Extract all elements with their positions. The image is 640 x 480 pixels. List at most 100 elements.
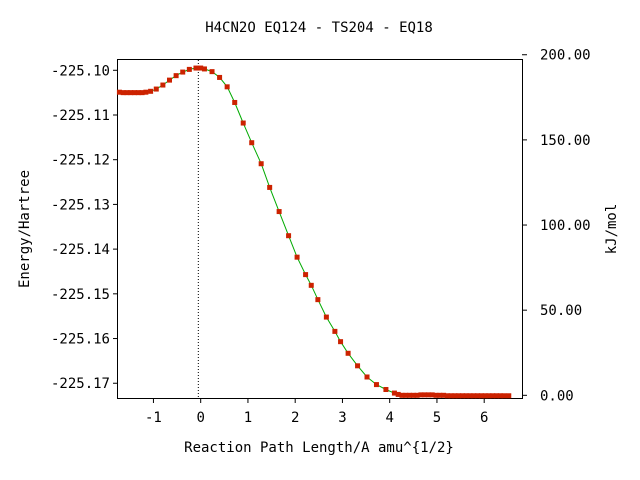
y2-tick-label: 100.00 — [540, 218, 591, 234]
y-tick-label: -225.10 — [51, 63, 110, 79]
data-point — [501, 393, 507, 399]
data-point — [345, 350, 351, 356]
data-point — [315, 297, 321, 303]
x-tick-label: 2 — [291, 410, 299, 426]
data-point — [407, 392, 413, 398]
data-point — [373, 382, 379, 388]
data-point — [391, 390, 397, 396]
data-point — [444, 393, 450, 399]
data-point — [422, 392, 428, 398]
data-point — [267, 184, 273, 190]
x-axis: -1 0 1 2 3 4 5 6 — [145, 398, 488, 426]
data-point — [456, 393, 462, 399]
data-point — [414, 392, 420, 398]
data-point — [153, 86, 159, 92]
x-tick-label: 5 — [433, 410, 441, 426]
y-tick-label: -225.13 — [51, 197, 110, 213]
x-tick-label: 1 — [244, 410, 252, 426]
data-point — [308, 282, 314, 288]
y2-axis-label: kJ/mol — [604, 204, 620, 255]
data-point — [433, 392, 439, 398]
data-point — [173, 73, 179, 79]
data-point — [286, 233, 292, 239]
data-point — [276, 209, 282, 215]
data-point — [448, 393, 454, 399]
data-point — [478, 393, 484, 399]
data-point — [332, 328, 338, 334]
x-axis-label: Reaction Path Length/A amu^{1/2} — [184, 440, 454, 456]
data-point — [224, 84, 230, 90]
data-point — [116, 89, 122, 95]
y-axis-right: 0.00 50.00 100.00 150.00 200.00 — [522, 48, 591, 404]
data-point — [383, 387, 389, 393]
data-point — [441, 392, 447, 398]
data-point — [186, 66, 192, 72]
data-point — [490, 393, 496, 399]
data-point — [493, 393, 499, 399]
data-point — [452, 393, 458, 399]
data-point — [303, 272, 309, 278]
data-point — [198, 65, 204, 71]
data-point — [294, 254, 300, 260]
chart-title: H4CN2O EQ124 - TS204 - EQ18 — [205, 20, 433, 36]
data-point — [120, 90, 126, 96]
data-point — [467, 393, 473, 399]
x-tick-label: -1 — [145, 410, 162, 426]
x-tick-label: 4 — [385, 410, 393, 426]
data-point — [135, 90, 141, 96]
data-point — [463, 393, 469, 399]
y-tick-label: -225.11 — [51, 108, 110, 124]
y2-tick-label: 150.00 — [540, 133, 591, 149]
y2-tick-label: 0.00 — [540, 388, 574, 404]
data-point — [323, 314, 329, 320]
data-point — [410, 392, 416, 398]
y-axis-left: -225.10 -225.11 -225.12 -225.13 -225.14 -225.… — [51, 63, 118, 392]
data-point — [143, 89, 149, 95]
data-point — [459, 393, 465, 399]
x-tick-label: 6 — [480, 410, 488, 426]
y-tick-label: -225.17 — [51, 376, 110, 392]
data-point — [180, 69, 186, 75]
y-axis-label: Energy/Hartree — [17, 170, 33, 288]
data-point — [132, 90, 138, 96]
data-point — [418, 392, 424, 398]
data-point — [395, 391, 401, 397]
y-tick-label: -225.15 — [51, 287, 110, 303]
data-point — [148, 88, 154, 94]
data-point — [475, 393, 481, 399]
data-point — [160, 82, 166, 88]
energy-curve-line — [119, 67, 509, 397]
data-point-markers — [116, 65, 512, 399]
data-point — [486, 393, 492, 399]
y-tick-label: -225.14 — [51, 242, 110, 258]
data-point — [128, 90, 134, 96]
data-point — [232, 99, 238, 105]
data-point — [364, 374, 370, 380]
data-point — [471, 393, 477, 399]
data-point — [193, 65, 199, 71]
x-tick-label: 0 — [196, 410, 204, 426]
data-point — [437, 392, 443, 398]
data-point — [249, 140, 255, 146]
data-point — [403, 392, 409, 398]
data-point — [429, 392, 435, 398]
data-point — [201, 66, 207, 72]
plot-frame — [117, 59, 523, 399]
data-point — [167, 77, 173, 83]
y-tick-label: -225.12 — [51, 153, 110, 169]
y2-tick-label: 50.00 — [540, 303, 582, 319]
data-point — [425, 392, 431, 398]
data-point — [338, 339, 344, 345]
data-point — [139, 90, 145, 96]
data-point — [355, 363, 361, 369]
data-point — [258, 161, 264, 167]
data-point — [240, 120, 246, 126]
x-tick-label: 3 — [338, 410, 346, 426]
y-tick-label: -225.16 — [51, 332, 110, 348]
data-point — [124, 90, 130, 96]
data-point — [217, 74, 223, 80]
data-point — [399, 392, 405, 398]
data-point — [497, 393, 503, 399]
